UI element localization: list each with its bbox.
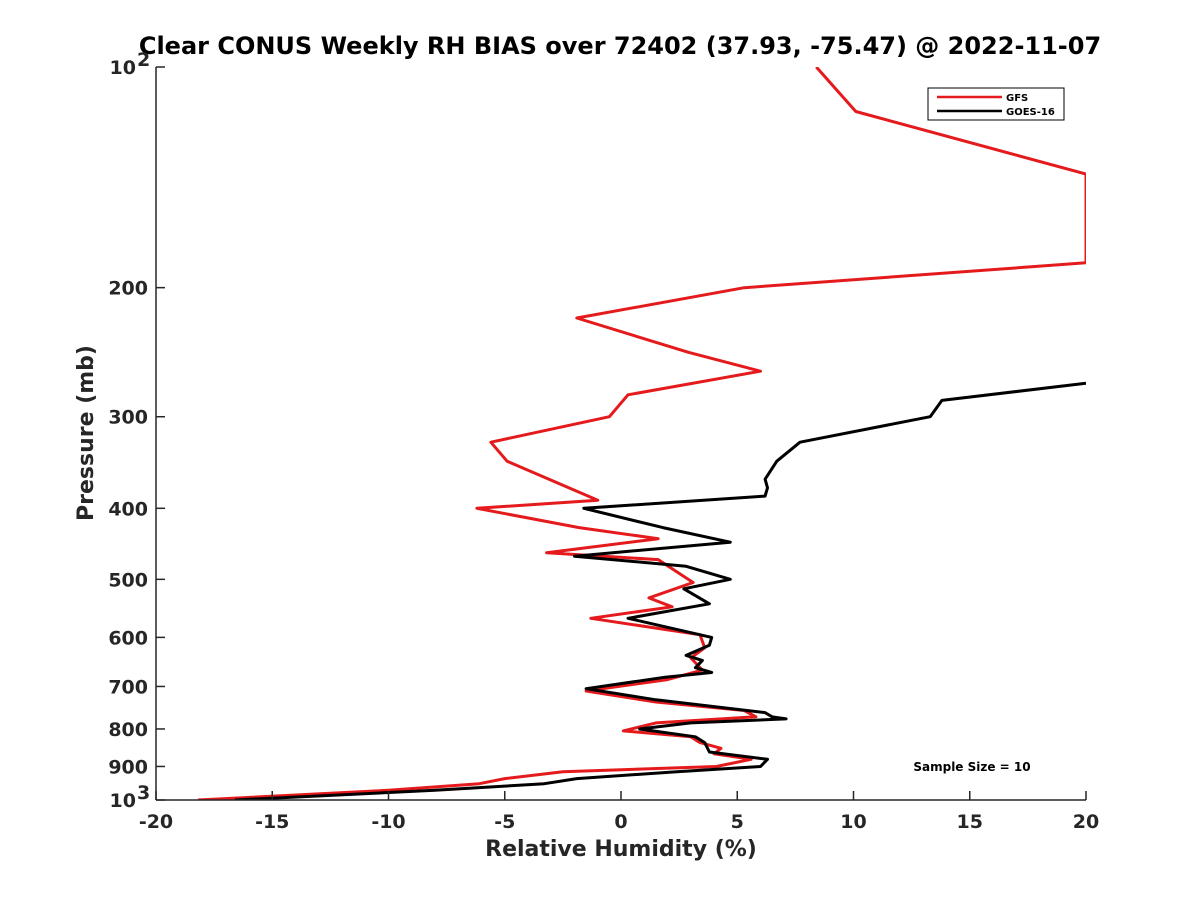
series-layer [197, 67, 1086, 800]
y-tick-label: 500 [108, 569, 148, 591]
y-tick-label: 10 [110, 57, 136, 79]
y-tick-label: 600 [108, 627, 148, 649]
legend-box [927, 87, 1065, 121]
y-tick-exponent: 2 [137, 49, 150, 71]
y-axis-label: Pressure (mb) [74, 345, 99, 521]
legend-label-gfs: GFS [1006, 93, 1028, 104]
x-tick-label: 15 [957, 811, 983, 833]
sample-size-annotation: Sample Size = 10 [913, 760, 1030, 774]
x-tick-group: -20 -15 -10 -5 0 5 10 15 20 [139, 791, 1099, 833]
y-tick-label: 400 [108, 498, 148, 520]
x-tick-label: 20 [1073, 811, 1099, 833]
plot-area [156, 67, 1086, 800]
x-tick-label: 0 [614, 811, 627, 833]
y-tick-exponent: 3 [137, 782, 150, 804]
x-tick-label: 5 [731, 811, 744, 833]
x-tick-label: -20 [139, 811, 173, 833]
x-tick-label: 10 [840, 811, 866, 833]
x-tick-label: -10 [371, 811, 405, 833]
legend-label-goes16: GOES-16 [1006, 107, 1055, 118]
chart-title: Clear CONUS Weekly RH BIAS over 72402 (3… [139, 32, 1101, 60]
y-tick-label: 200 [108, 278, 148, 300]
x-tick-label: -15 [255, 811, 289, 833]
y-tick-label: 800 [108, 719, 148, 741]
y-tick-label: 10 [110, 790, 136, 812]
y-tick-label: 300 [108, 407, 148, 429]
legend: GFS GOES-16 [927, 87, 1065, 121]
y-tick-label: 700 [108, 676, 148, 698]
x-axis-label: Relative Humidity (%) [485, 837, 757, 862]
x-tick-label: -5 [494, 811, 515, 833]
y-tick-label: 900 [108, 756, 148, 778]
series-line-goes16 [234, 381, 1086, 800]
